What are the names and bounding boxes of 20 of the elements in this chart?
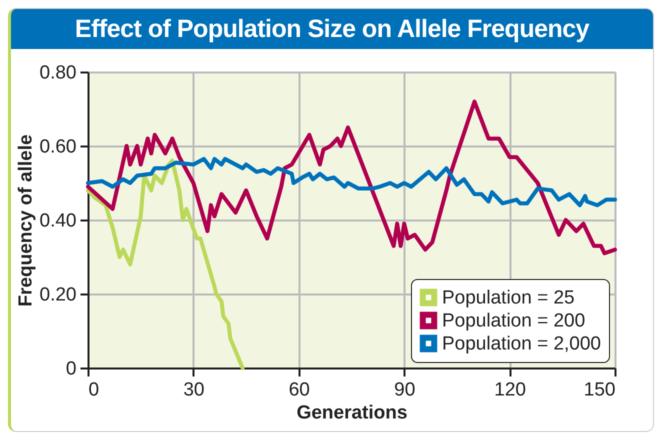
x-tick-label: 60 bbox=[288, 380, 310, 400]
y-tick-label: 0.60 bbox=[40, 136, 76, 158]
x-tick-label: 30 bbox=[183, 380, 204, 400]
y-axis-title: Frequency of allele bbox=[16, 134, 37, 307]
chart-title: Effect of Population Size on Allele Frequency bbox=[11, 9, 653, 49]
x-tick-label: 150 bbox=[584, 380, 616, 400]
x-tick-label: 90 bbox=[394, 380, 416, 400]
y-tick-label: 0.40 bbox=[40, 210, 76, 232]
legend-label: Population = 200 bbox=[442, 310, 586, 332]
line-series bbox=[86, 100, 617, 256]
legend-label: Population = 25 bbox=[442, 288, 575, 308]
y-tick-label: 0 bbox=[66, 358, 76, 380]
line-series bbox=[86, 156, 617, 208]
y-tick-label: 0.80 bbox=[40, 62, 76, 84]
x-axis-title: Generations bbox=[296, 402, 408, 424]
x-tick-label: 120 bbox=[494, 380, 526, 400]
x-tick-label: 0 bbox=[88, 380, 100, 400]
legend-label: Population = 2,000 bbox=[442, 334, 601, 354]
line-series bbox=[86, 158, 245, 370]
y-tick-label: 0.20 bbox=[40, 284, 76, 306]
